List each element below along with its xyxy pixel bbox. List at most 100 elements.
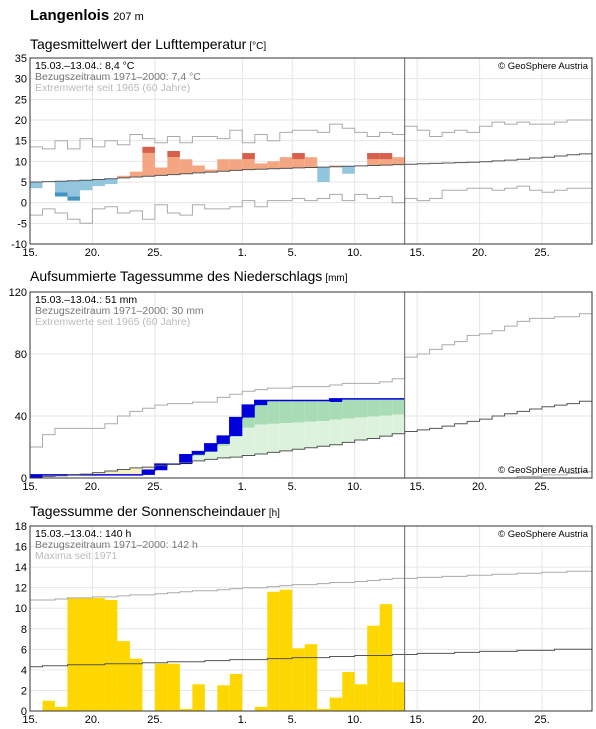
- temp-x-tick-label: 25.: [147, 247, 162, 259]
- sun-daily-bar: [354, 684, 368, 711]
- precip-y-tick-label: 80: [15, 349, 27, 361]
- precip-extreme-max-line: [30, 313, 592, 448]
- sun-daily-bar: [117, 641, 130, 711]
- precip-surplus-area-light: [279, 423, 293, 451]
- precip-climate-line: [30, 400, 592, 479]
- precip-surplus-area-light: [304, 421, 318, 448]
- sun-daily-bar: [54, 706, 68, 711]
- precip-x-tick-label: 20.: [85, 481, 100, 493]
- precip-daily-increment-bar: [30, 474, 43, 478]
- sun-daily-bar: [167, 663, 180, 711]
- precip-surplus-area: [267, 400, 280, 424]
- sun-daily-bar: [379, 604, 393, 711]
- sun-daily-bar: [192, 684, 205, 711]
- temp-anomaly-cap-warm: [367, 153, 380, 160]
- temp-anomaly-cap-cold: [67, 196, 80, 201]
- precip-y-tick-label: 40: [15, 411, 27, 423]
- precip-x-tick-label: 10.: [347, 481, 362, 493]
- precip-daily-increment-bar: [192, 451, 205, 455]
- temp-x-tick-label: 5.: [288, 247, 297, 259]
- sun-daily-bar: [42, 700, 55, 711]
- sun-daily-bar: [304, 644, 318, 711]
- sun-chart-title: Tagessumme der Sonnenscheindauer [h]: [30, 503, 280, 519]
- sun-daily-bar: [279, 589, 293, 711]
- sun-daily-bar: [342, 671, 355, 711]
- temp-anomaly-bar-cold: [67, 180, 80, 201]
- temp-y-tick-label: 10: [15, 156, 27, 168]
- temp-anomaly-bar-warm: [267, 161, 280, 169]
- precip-surplus-area: [354, 398, 368, 418]
- sun-x-tick-label: 20.: [472, 714, 487, 726]
- precip-surplus-area: [279, 400, 293, 424]
- precip-surplus-area-light: [204, 450, 218, 460]
- precip-x-tick-label: 20.: [472, 481, 487, 493]
- temp-anomaly-bar-warm: [304, 157, 318, 168]
- sun-y-tick-label: 12: [15, 583, 27, 595]
- temp-y-tick-label: 15: [15, 136, 27, 148]
- temp-y-tick-label: 5: [21, 177, 27, 189]
- temp-x-tick-label: 25.: [534, 247, 549, 259]
- temp-extreme-max-line: [30, 119, 592, 150]
- temp-y-tick-label: 30: [15, 74, 27, 86]
- precip-daily-increment-bar: [217, 436, 230, 444]
- sun-y-tick-label: 2: [21, 685, 27, 697]
- precip-surplus-area-light: [267, 423, 280, 453]
- precip-legend-climate: Bezugszeitraum 1971–2000: 30 mm: [35, 305, 204, 317]
- precip-surplus-area-light: [392, 414, 405, 434]
- temp-anomaly-bar-cold: [30, 182, 43, 189]
- precip-surplus-area-light: [354, 417, 368, 441]
- sun-daily-bar: [392, 682, 405, 711]
- sun-legend-extremes: Maxima seit 1971: [35, 550, 117, 562]
- temp-legend-climate: Bezugszeitraum 1971–2000: 7,4 °C: [35, 71, 201, 83]
- temp-x-tick-label: 15.: [22, 247, 37, 259]
- sun-x-tick-label: 15.: [410, 714, 425, 726]
- sun-daily-bar: [217, 685, 230, 711]
- sun-daily-bar: [179, 708, 193, 711]
- temp-x-tick-label: 20.: [85, 247, 100, 259]
- temp-anomaly-bar-cold: [92, 179, 105, 187]
- temp-anomaly-cap-warm: [379, 153, 393, 160]
- precip-daily-increment-bar: [154, 464, 168, 471]
- temp-anomaly-bar-warm: [329, 165, 343, 167]
- temp-unit: [°C]: [249, 41, 267, 52]
- precip-surplus-area: [254, 400, 268, 425]
- precip-surplus-area: [367, 398, 380, 417]
- precip-surplus-area: [304, 400, 318, 422]
- precip-legend-extremes: Extremwerte seit 1965 (60 Jahre): [35, 316, 190, 328]
- temp-climate-mean-line: [30, 153, 592, 183]
- temp-anomaly-bar-warm: [279, 157, 293, 169]
- precip-deficit-area: [104, 471, 118, 475]
- precip-daily-increment-bar: [329, 398, 343, 402]
- sun-x-tick-label: 25.: [534, 714, 549, 726]
- sun-x-tick-label: 5.: [288, 714, 297, 726]
- sun-x-tick-label: 20.: [85, 714, 100, 726]
- sun-daily-bar: [229, 674, 243, 711]
- temp-x-tick-label: 10.: [347, 247, 362, 259]
- precip-surplus-area: [392, 398, 405, 415]
- precip-y-tick-label: 120: [9, 287, 27, 299]
- precip-title-text: Aufsummierte Tagessumme des Niederschlag…: [30, 268, 323, 284]
- precip-surplus-area: [342, 398, 355, 419]
- precip-daily-increment-bar: [142, 470, 155, 475]
- precip-y-tick-label: 0: [21, 473, 27, 485]
- temp-plot-frame: [29, 57, 593, 245]
- precip-x-tick-label: 5.: [288, 481, 297, 493]
- precip-surplus-area-light: [342, 418, 355, 443]
- sun-daily-bar: [292, 648, 305, 711]
- temp-anomaly-bar-warm: [117, 175, 130, 178]
- precip-surplus-area-light: [229, 435, 243, 458]
- sun-x-tick-label: 1.: [238, 714, 247, 726]
- sun-maxima-line: [30, 570, 592, 601]
- sun-daily-bar: [67, 597, 80, 711]
- temp-anomaly-cap-cold: [54, 192, 68, 197]
- temp-legend-extremes: Extremwerte seit 1965 (60 Jahre): [35, 82, 190, 94]
- sun-daily-bar: [267, 591, 280, 711]
- sun-daily-bar: [92, 597, 105, 711]
- temp-copyright: © GeoSphere Austria: [498, 61, 589, 72]
- precip-deficit-area: [142, 467, 155, 471]
- sun-y-tick-label: 8: [21, 624, 27, 636]
- precip-surplus-area: [329, 398, 343, 420]
- temp-y-tick-label: 0: [21, 198, 27, 210]
- precip-plot-frame: [29, 291, 593, 479]
